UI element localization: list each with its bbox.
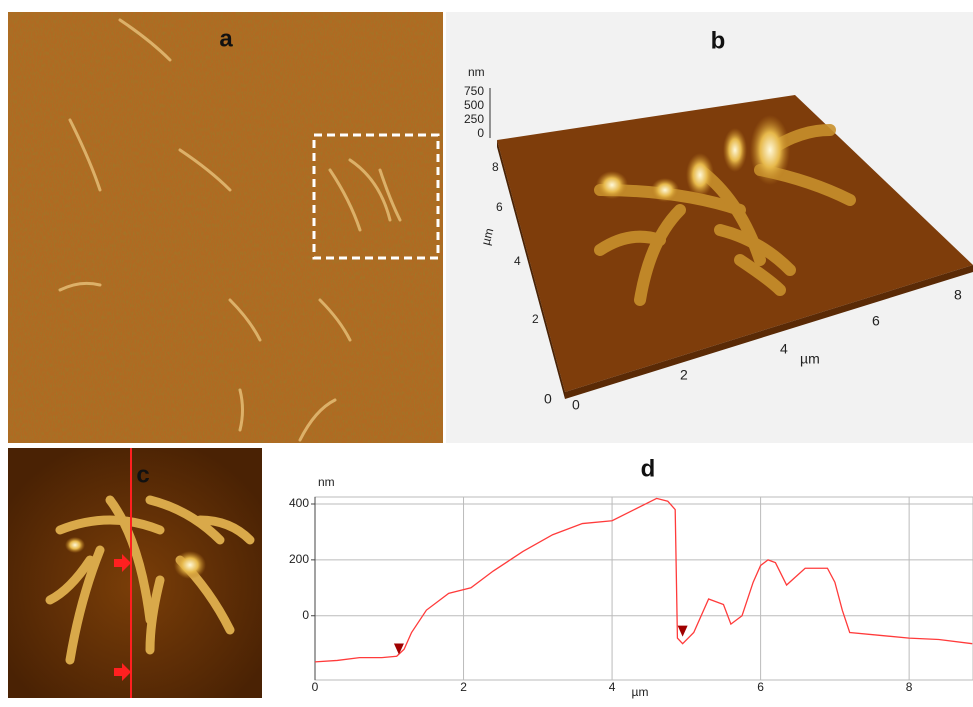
y-tick: 0: [544, 391, 552, 407]
y-tick-label: 0: [302, 608, 309, 622]
y-tick-label: 200: [289, 552, 309, 566]
afm-image: [8, 448, 262, 698]
y-axis-label: nm: [318, 475, 335, 489]
peak: [750, 115, 790, 185]
y-tick: 8: [492, 160, 499, 174]
panel-a: a: [8, 12, 443, 443]
x-tick: 4: [780, 341, 788, 357]
z-tick: 500: [464, 98, 484, 112]
plot-frame: [315, 497, 973, 680]
z-unit: nm: [468, 65, 485, 79]
x-tick: 8: [954, 287, 962, 303]
peak: [65, 537, 85, 553]
z-tick: 750: [464, 84, 484, 98]
z-tick: 0: [477, 126, 484, 140]
panel-label: b: [711, 27, 726, 54]
y-tick: 4: [514, 254, 521, 268]
x-tick-label: 2: [460, 680, 467, 694]
panel-label: c: [136, 461, 149, 488]
x-tick: 2: [680, 367, 688, 383]
profile-line: [315, 498, 972, 661]
peak: [174, 551, 206, 579]
panel-label: d: [641, 455, 656, 482]
peak: [723, 128, 747, 172]
x-tick-label: 8: [906, 680, 913, 694]
x-tick-label: 0: [312, 680, 319, 694]
x-tick-label: 6: [757, 680, 764, 694]
x-tick: 0: [572, 397, 580, 413]
peak: [651, 178, 679, 202]
x-tick: 6: [872, 313, 880, 329]
cursor-marker: [394, 644, 404, 655]
x-unit: µm: [800, 351, 820, 367]
y-tick: 2: [532, 312, 539, 326]
peak: [686, 153, 714, 197]
x-axis-label: µm: [632, 685, 649, 699]
figure: a b nm 750 500 250 0 8 6 µm 4 2 0 0: [0, 0, 973, 702]
panel-b: b nm 750 500 250 0 8 6 µm 4 2 0 0 2 4 µm…: [446, 12, 973, 443]
z-tick: 250: [464, 112, 484, 126]
y-tick: 6: [496, 200, 503, 214]
panel-label: a: [219, 25, 233, 52]
y-tick-label: 400: [289, 496, 309, 510]
peak: [596, 171, 628, 199]
panel-c: c: [8, 448, 262, 698]
x-tick-label: 4: [609, 680, 616, 694]
cursor-marker: [678, 626, 688, 637]
afm-texture: [8, 12, 443, 443]
profile-chart: d nm µm 0 200 400 0 2 4 6 8: [289, 455, 973, 699]
